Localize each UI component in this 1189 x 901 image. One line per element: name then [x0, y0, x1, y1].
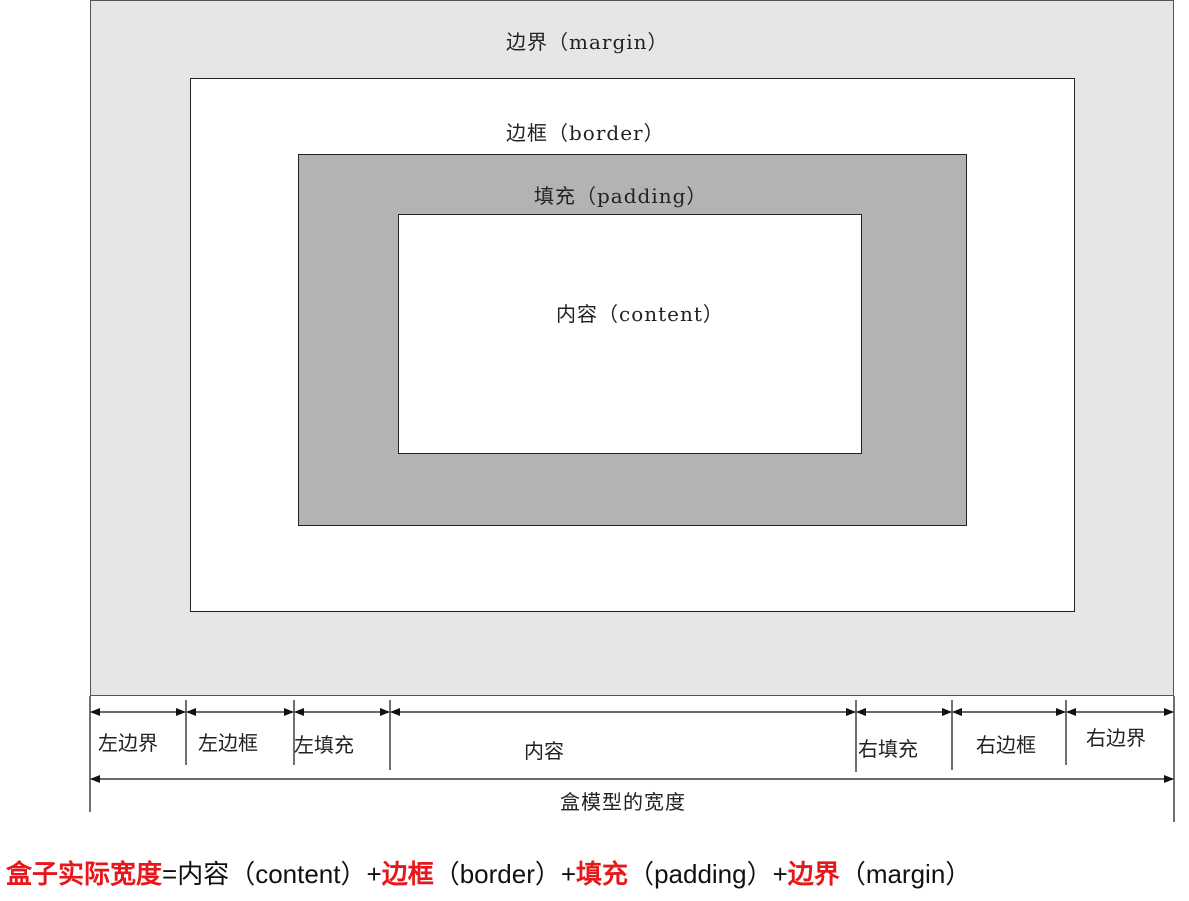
formula-term-border: 边框	[381, 860, 434, 890]
formula-term-padding-en: （padding）+	[628, 859, 788, 889]
segment-label-left-padding: 左填充	[294, 733, 354, 757]
formula-term-border-en: （border）+	[433, 859, 577, 889]
margin-label: 边界（margin）	[506, 30, 669, 54]
formula-equals: =	[162, 859, 178, 889]
segment-label-left-border: 左边框	[198, 731, 258, 755]
total-width-label: 盒模型的宽度	[560, 790, 686, 814]
formula-term-margin: 边界	[787, 860, 840, 890]
segment-label-content: 内容	[524, 739, 564, 763]
content-area	[398, 214, 862, 454]
width-formula: 盒子实际宽度=内容（content）+边框（border）+填充（padding…	[6, 854, 971, 891]
formula-term-content: 内容（content）+	[177, 859, 382, 889]
padding-label: 填充（padding）	[534, 184, 708, 208]
content-label: 内容（content）	[556, 302, 724, 326]
formula-term-margin-en: （margin）	[839, 859, 972, 889]
segment-label-left-margin: 左边界	[98, 731, 158, 755]
segment-label-right-padding: 右填充	[858, 737, 918, 761]
border-label: 边框（border）	[506, 121, 665, 145]
segment-label-right-margin: 右边界	[1086, 726, 1146, 750]
formula-term-box-width: 盒子实际宽度	[6, 860, 163, 890]
segment-label-right-border: 右边框	[976, 733, 1036, 757]
formula-term-padding: 填充	[576, 860, 629, 890]
